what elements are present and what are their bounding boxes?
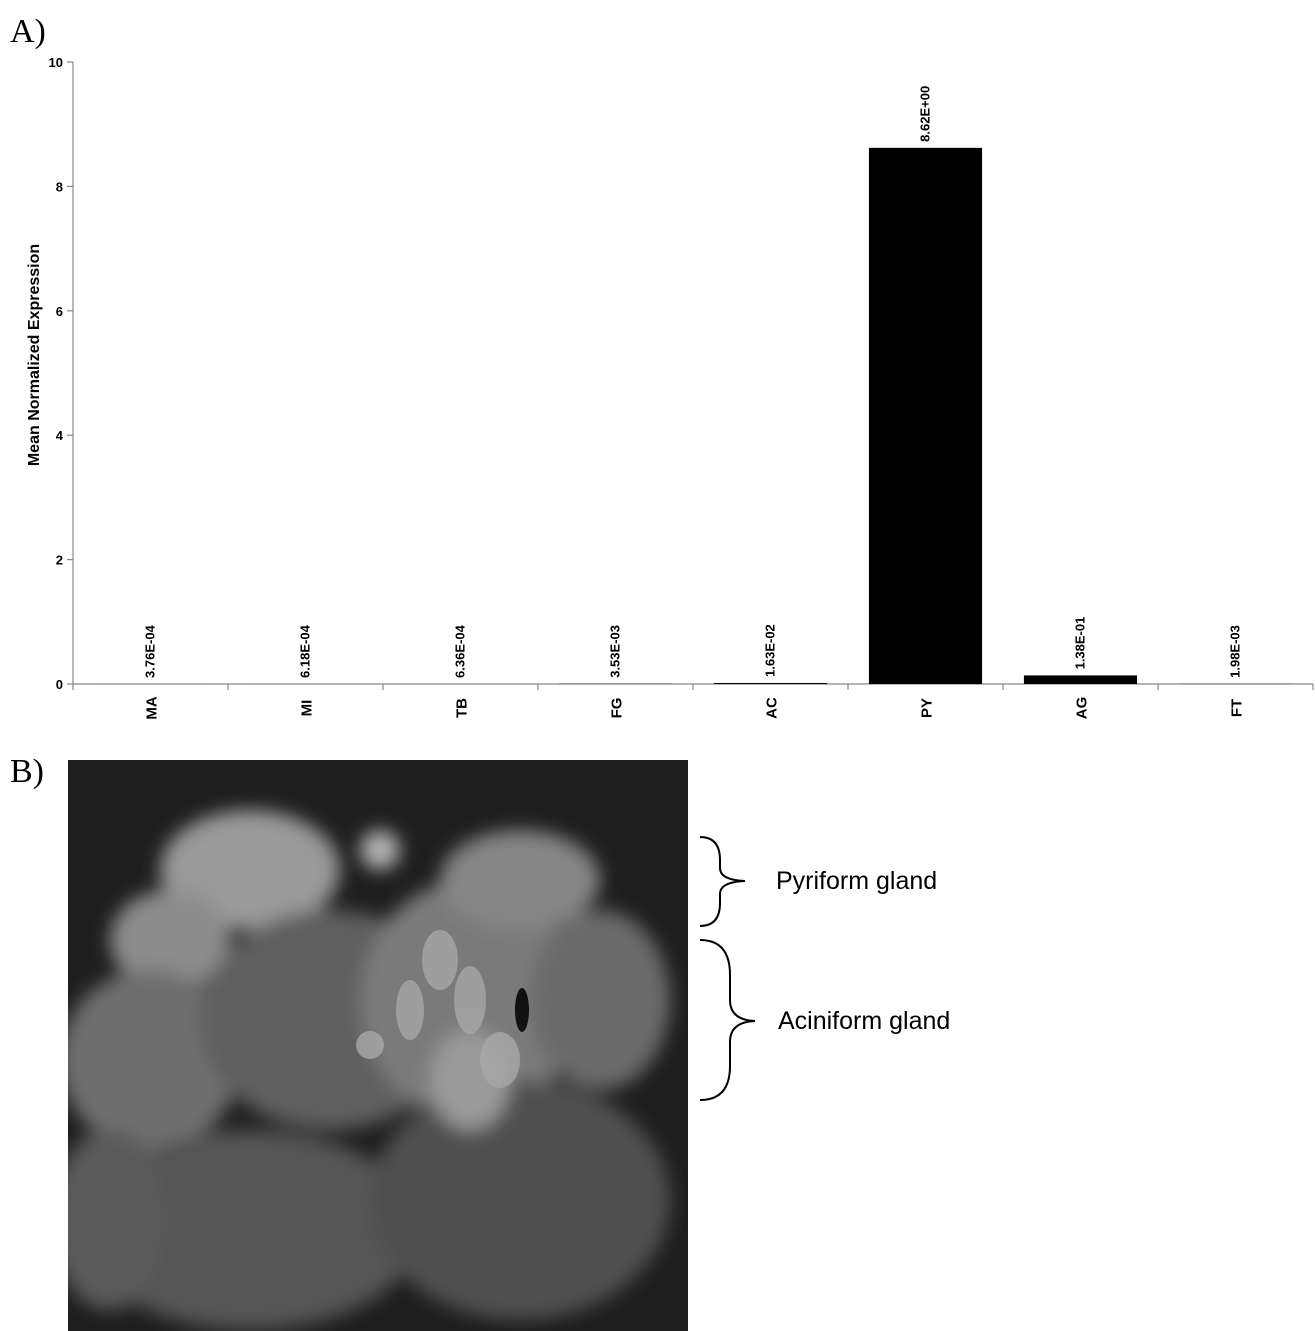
value-label: 3.53E-03 bbox=[608, 625, 623, 678]
y-tick-label: 8 bbox=[56, 179, 63, 194]
x-tick-label: FG bbox=[609, 698, 626, 719]
value-label: 1.63E-02 bbox=[763, 624, 778, 677]
x-tick-label: MA bbox=[144, 696, 161, 719]
value-label: 3.76E-04 bbox=[143, 624, 158, 678]
y-axis-title: Mean Normalized Expression bbox=[26, 244, 43, 466]
panel-label: B) bbox=[10, 753, 44, 790]
x-tick-label: FT bbox=[1229, 699, 1246, 717]
y-tick-label: 10 bbox=[49, 55, 63, 70]
chart: 0 2 4 6 8 10 MA 3.76E-04 MI 6.18E-04 TB 6.36E-04 FG 3… bbox=[49, 55, 1314, 720]
tissue-detail bbox=[356, 930, 520, 1088]
x-tick-label: AG bbox=[1074, 697, 1091, 720]
value-label: 6.36E-04 bbox=[453, 624, 468, 678]
value-label: 1.98E-03 bbox=[1228, 625, 1243, 678]
dark-spot bbox=[515, 988, 529, 1032]
brace bbox=[699, 836, 746, 927]
y-tick-label: 0 bbox=[56, 677, 63, 692]
tissue bbox=[68, 810, 670, 1330]
x-tick-label: PY bbox=[919, 698, 936, 718]
value-label: 6.18E-04 bbox=[298, 624, 313, 678]
y-tick-label: 4 bbox=[56, 428, 64, 443]
x-tick-label: AC bbox=[764, 697, 781, 719]
photo bbox=[68, 760, 688, 1331]
panel-label: A) bbox=[10, 13, 46, 50]
annotation: Aciniform gland bbox=[778, 1007, 950, 1035]
x-tick-label: TB bbox=[454, 698, 471, 718]
x-tick-label: MI bbox=[299, 700, 316, 717]
bar bbox=[713, 682, 828, 684]
y-tick-label: 2 bbox=[56, 553, 63, 568]
value-label: 8.62E+00 bbox=[918, 86, 933, 142]
bar bbox=[868, 147, 983, 684]
bar bbox=[1023, 675, 1138, 684]
y-tick-label: 6 bbox=[56, 304, 63, 319]
annotation: Pyriform gland bbox=[776, 867, 937, 895]
value-label: 1.38E-01 bbox=[1073, 617, 1088, 670]
brace bbox=[699, 939, 756, 1101]
